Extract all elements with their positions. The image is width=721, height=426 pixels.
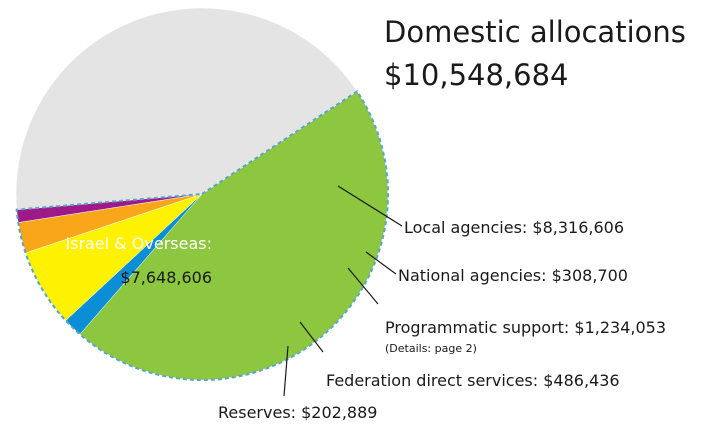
label-israel-overseas: Israel & Overseas: [65, 234, 212, 253]
leader-lines [283, 185, 403, 397]
chart-total: $10,548,684 [384, 58, 569, 92]
slice-israel-overseas [15, 7, 358, 210]
leader-national-agencies [365, 251, 397, 275]
pie-slices [15, 7, 389, 381]
label-national-agencies: National agencies: $308,700 [398, 266, 628, 285]
domestic-outline [15, 89, 389, 381]
label-federation-direct-services: Federation direct services: $486,436 [326, 371, 620, 390]
label-programmatic-support: Programmatic support: $1,234,053 [385, 318, 666, 337]
label-programmatic-note: (Details: page 2) [385, 342, 477, 355]
leader-federation-direct-services [299, 321, 324, 353]
leader-local-agencies [337, 185, 403, 227]
leader-reserves [283, 345, 289, 397]
chart-title: Domestic allocations [384, 15, 686, 49]
leader-programmatic-support [347, 267, 379, 305]
label-israel-overseas-value: $7,648,606 [120, 268, 212, 287]
label-local-agencies: Local agencies: $8,316,606 [404, 218, 624, 237]
label-reserves: Reserves: $202,889 [218, 403, 377, 422]
